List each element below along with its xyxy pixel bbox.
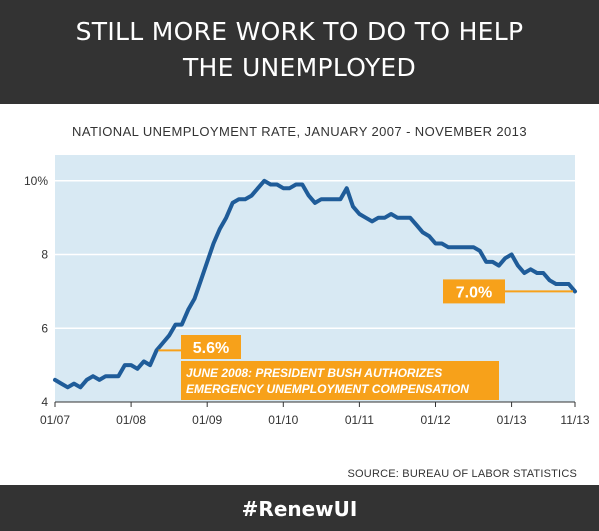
- x-tick-label: 01/13: [497, 413, 527, 427]
- x-tick-label: 01/12: [420, 413, 450, 427]
- x-tick-label: 01/08: [116, 413, 146, 427]
- y-tick-label: 10%: [24, 174, 48, 188]
- callout-note-box: [181, 361, 499, 400]
- footer-banner: #RenewUI: [0, 485, 599, 531]
- page-title: STILL MORE WORK TO DO TO HELP THE UNEMPL…: [75, 17, 524, 82]
- x-tick-label: 01/11: [345, 413, 374, 427]
- x-tick-label: 01/09: [192, 413, 222, 427]
- callout-value-box: [443, 279, 505, 304]
- hashtag: #RenewUI: [241, 497, 358, 521]
- callout-note: JUNE 2008: PRESIDENT BUSH AUTHORIZES EMER…: [186, 366, 469, 396]
- y-tick-label: 8: [41, 248, 48, 262]
- source-note: SOURCE: BUREAU OF LABOR STATISTICS: [347, 468, 577, 480]
- callout-value-label: 5.6%: [193, 340, 229, 357]
- x-tick-label: 01/07: [40, 413, 70, 427]
- header-banner: STILL MORE WORK TO DO TO HELP THE UNEMPL…: [0, 0, 599, 104]
- unemployment-line-chart: 4 6 8 10% 01/07 01/08 01/09 01/10 01/11 01/12 01/1…: [24, 155, 590, 427]
- unemployment-rate-line: [53, 178, 577, 390]
- y-tick-label: 6: [41, 321, 48, 335]
- x-tick-label: 01/10: [268, 413, 298, 427]
- x-tick-label: 11/13: [560, 413, 589, 427]
- callout-value-label: 7.0%: [456, 284, 492, 301]
- callout-value-box: [181, 335, 241, 359]
- chart-title: NATIONAL UNEMPLOYMENT RATE, JANUARY 2007…: [72, 124, 527, 139]
- y-tick-label: 4: [41, 395, 48, 409]
